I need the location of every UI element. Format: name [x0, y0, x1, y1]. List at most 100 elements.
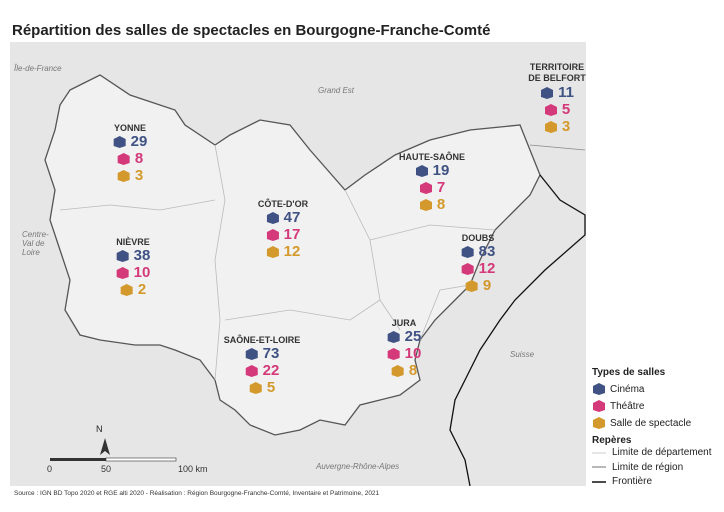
count: 3 — [134, 167, 144, 184]
count-row: 47 — [258, 209, 308, 226]
type-icon — [116, 249, 129, 262]
region-shape — [44, 74, 541, 436]
count: 73 — [262, 345, 280, 362]
count-row: 73 — [224, 345, 301, 362]
scale-label: 0 — [47, 464, 53, 474]
legend-ref: Frontière — [612, 476, 653, 487]
count: 5 — [266, 379, 276, 396]
count-row: 38 — [116, 247, 151, 264]
legend-item: Théâtre — [592, 399, 644, 413]
legend-types-title: Types de salles — [592, 367, 666, 378]
department: JURA 25 10 8 — [387, 318, 422, 379]
type-icon — [266, 228, 279, 241]
department: NIÈVRE 38 10 2 — [116, 237, 151, 298]
type-icon — [391, 364, 404, 377]
count-row: 10 — [116, 264, 151, 281]
count-row: 19 — [399, 162, 465, 179]
department: YONNE 29 8 3 — [113, 123, 148, 184]
neighbor-region: Auvergne-Rhône-Alpes — [316, 462, 400, 471]
count: 19 — [432, 162, 450, 179]
count: 10 — [133, 264, 151, 281]
frontier — [449, 174, 586, 487]
count-row: 22 — [224, 362, 301, 379]
source: Source : IGN BD Topo 2020 et RGE alti 20… — [14, 490, 380, 497]
department-name: YONNE — [113, 123, 146, 133]
legend-label: Théâtre — [610, 400, 645, 412]
type-icon — [266, 245, 279, 258]
department: HAUTE-SAÔNE 19 7 8 — [399, 152, 465, 213]
department-name: HAUTE-SAÔNE — [398, 152, 466, 162]
type-icon — [461, 262, 474, 275]
count: 8 — [436, 196, 446, 213]
department-name: DOUBS — [461, 233, 495, 243]
scale-label: 50 — [101, 464, 112, 474]
type-icon — [266, 211, 279, 224]
department-limits — [59, 144, 496, 381]
type-icon — [541, 86, 554, 99]
count: 2 — [137, 281, 147, 298]
legend-lines — [592, 452, 606, 483]
count: 5 — [561, 101, 571, 118]
type-icon — [419, 181, 432, 194]
type-icon — [120, 283, 133, 296]
count: 9 — [482, 277, 492, 294]
count-row: 3 — [525, 118, 589, 135]
type-icon — [593, 417, 605, 429]
count-row: 25 — [387, 328, 421, 345]
type-icon — [116, 266, 129, 279]
type-icon — [245, 364, 258, 377]
count-row: 7 — [399, 179, 465, 196]
count: 29 — [130, 133, 148, 150]
count: 17 — [283, 226, 301, 243]
type-icon — [113, 135, 126, 148]
legend-ref: Limite de région — [612, 461, 684, 473]
type-icon — [593, 400, 605, 412]
count-row: 5 — [525, 101, 589, 118]
count-row: 8 — [387, 362, 422, 379]
scale-label: 100 km — [178, 464, 208, 474]
type-icon — [249, 381, 262, 394]
count-row: 5 — [224, 379, 301, 396]
neighbor-region: Grand Est — [318, 86, 355, 95]
type-icon — [245, 347, 258, 360]
department-name: CÔTE-D'OR — [257, 199, 309, 209]
count-row: 29 — [113, 133, 148, 150]
department-name: JURA — [391, 318, 417, 328]
count: 38 — [133, 247, 151, 264]
legend-ref: Limite de département — [612, 447, 712, 458]
count-row: 8 — [113, 150, 148, 167]
count-row: 3 — [113, 167, 148, 184]
map-title: Répartition des salles de spectacles en … — [12, 22, 491, 39]
count: 12 — [478, 260, 496, 277]
north-arrow — [100, 438, 110, 455]
department-name: NIÈVRE — [116, 237, 150, 247]
neighbor-region: Île-de-France — [14, 64, 62, 73]
count: 47 — [283, 209, 301, 226]
count-row: 12 — [461, 260, 496, 277]
count: 12 — [283, 243, 301, 260]
count: 11 — [558, 84, 574, 101]
type-icon — [117, 169, 130, 182]
neighbor-region: Suisse — [510, 350, 535, 359]
type-icon — [544, 120, 557, 133]
count: 3 — [561, 118, 571, 135]
type-icon — [387, 347, 400, 360]
count: 7 — [436, 179, 446, 196]
type-icon — [461, 245, 474, 258]
type-icon — [593, 383, 605, 395]
region-limit — [529, 144, 586, 151]
type-icon — [387, 330, 400, 343]
department-name: TERRITOIRE DE BELFORT — [528, 62, 586, 83]
count: 83 — [478, 243, 496, 260]
type-icon — [419, 198, 432, 211]
department: DOUBS 83 12 9 — [461, 233, 496, 294]
legend-ref-title: Repères — [592, 435, 632, 446]
department: CÔTE-D'OR 47 17 12 — [258, 199, 308, 260]
count-row: 10 — [387, 345, 422, 362]
count-row: 8 — [399, 196, 465, 213]
department: SAÔNE-ET-LOIRE 73 22 5 — [224, 335, 301, 396]
count: 10 — [404, 345, 422, 362]
north-label: N — [96, 424, 103, 434]
